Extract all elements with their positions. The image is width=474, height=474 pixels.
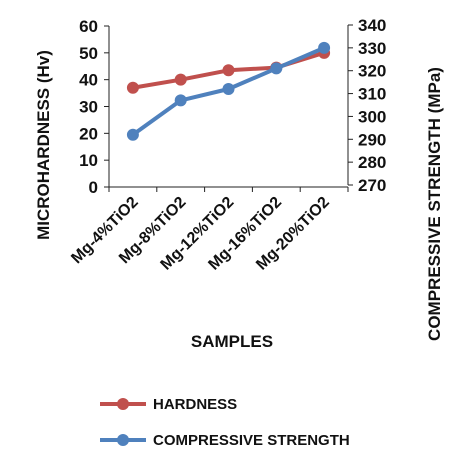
y-tick-label: 60 (79, 17, 98, 36)
y-tick-label: 40 (79, 71, 98, 90)
data-point-compressive-strength (318, 41, 331, 54)
y-tick-label: 20 (79, 124, 98, 143)
y-tick-label: 30 (79, 98, 98, 117)
legend-label-hardness: HARDNESS (153, 396, 237, 413)
y-axis-title: MICROHARDNESS (Hv) (34, 50, 53, 240)
data-point-hardness (126, 81, 139, 94)
legend-item-compressive-strength: COMPRESSIVE STRENGTH (100, 432, 350, 449)
legend-marker-compressive-strength (117, 434, 129, 446)
legend-label-compressive-strength: COMPRESSIVE STRENGTH (153, 432, 350, 449)
y2-tick-label: 280 (358, 153, 386, 172)
data-point-hardness (174, 73, 187, 86)
x-axis-title: SAMPLES (191, 332, 273, 351)
y2-tick-label: 300 (358, 107, 386, 126)
y2-tick-label: 320 (358, 62, 386, 81)
data-point-compressive-strength (222, 83, 235, 95)
data-point-compressive-strength (174, 94, 187, 107)
data-point-compressive-strength (270, 62, 283, 75)
y-tick-label: 0 (89, 178, 98, 197)
axes (104, 24, 353, 192)
y-tick-label: 10 (79, 151, 98, 170)
y2-axis-title: COMPRESSIVE STRENGTH (MPa) (425, 67, 444, 341)
legend: HARDNESS COMPRESSIVE STRENGTH (100, 396, 350, 449)
y2-tick-label: 340 (358, 16, 386, 35)
data-point-compressive-strength (126, 128, 139, 141)
labels-layer: 0102030405060270280290300310320330340Mg-… (68, 16, 386, 274)
data-point-hardness (222, 64, 235, 77)
y2-tick-label: 270 (358, 176, 386, 195)
y-tick-label: 50 (79, 44, 98, 63)
y2-tick-label: 310 (358, 85, 386, 104)
legend-marker-hardness (117, 398, 129, 410)
y2-tick-label: 330 (358, 39, 386, 58)
y2-tick-label: 290 (358, 130, 386, 149)
series-layer (126, 41, 331, 141)
legend-item-hardness: HARDNESS (100, 396, 237, 413)
